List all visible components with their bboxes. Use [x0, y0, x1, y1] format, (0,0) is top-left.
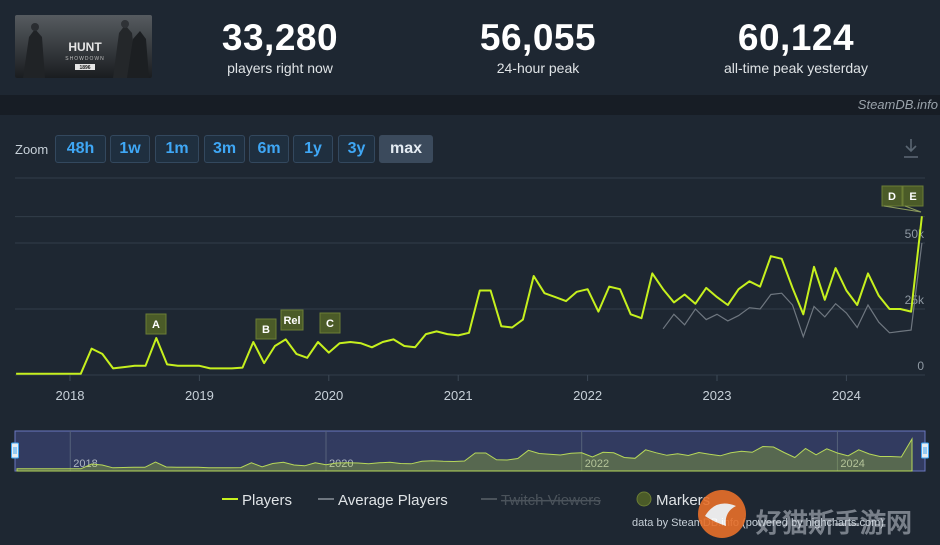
- stat-value: 33,280: [221, 17, 339, 58]
- zoom-label: Zoom: [15, 142, 49, 157]
- chart-panel: [0, 115, 940, 545]
- stat-current-players: 33,280 players right now: [170, 17, 390, 76]
- zoom-3y-button[interactable]: 3y: [338, 135, 375, 163]
- stat-label: players right now: [227, 60, 333, 76]
- zoom-48h-button[interactable]: 48h: [55, 135, 106, 163]
- zoom-1w-button[interactable]: 1w: [110, 135, 150, 163]
- stat-24h-peak: 56,055 24-hour peak: [428, 17, 648, 76]
- stat-label: all-time peak yesterday: [724, 60, 868, 76]
- stat-value: 60,124: [737, 17, 855, 58]
- stats-panel: [0, 0, 940, 95]
- zoom-3m-button[interactable]: 3m: [204, 135, 245, 163]
- stat-label: 24-hour peak: [496, 60, 580, 76]
- steamdb-credit[interactable]: SteamDB.info: [857, 97, 938, 112]
- game-art-image: HUNT SHOWDOWN 1896: [15, 15, 152, 78]
- game-thumbnail[interactable]: HUNT SHOWDOWN 1896: [15, 15, 152, 78]
- thumb-tag: 1896: [79, 65, 90, 71]
- zoom-6m-button[interactable]: 6m: [249, 135, 289, 163]
- thumb-subtitle: SHOWDOWN: [65, 56, 104, 62]
- zoom-1y-button[interactable]: 1y: [293, 135, 333, 163]
- zoom-max-button[interactable]: max: [379, 135, 433, 163]
- stat-all-time-peak: 60,124 all-time peak yesterday: [686, 17, 906, 76]
- thumb-title: HUNT: [68, 40, 102, 54]
- zoom-1m-button[interactable]: 1m: [155, 135, 199, 163]
- stat-value: 56,055: [479, 17, 597, 58]
